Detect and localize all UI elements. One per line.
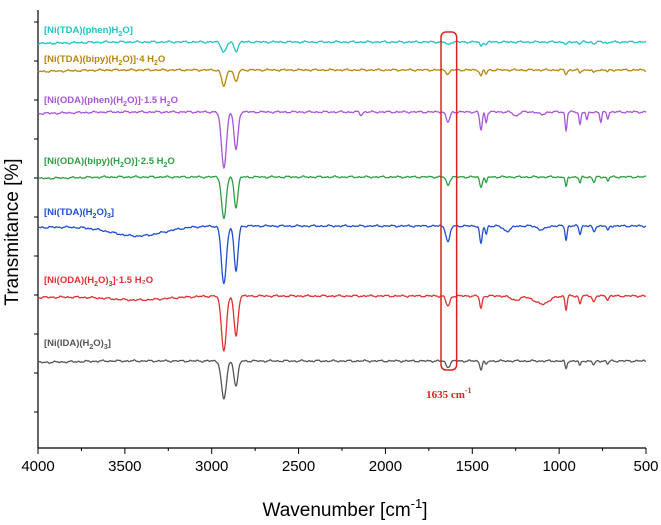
series-label-3: [Ni(ODA)(bipy)(H2O)]·2.5 H2O [44, 156, 175, 169]
annotation-label: 1635 cm-1 [426, 386, 471, 401]
x-tick-label: 4000 [21, 458, 54, 475]
series-label-1: [Ni(TDA)(bipy)(H2O)]·4 H2O [44, 54, 165, 67]
axes: 4000 3500 3000 2500 2000 1500 1000 500 [21, 10, 659, 475]
x-axis-title: Wavenumber [cm-1] [262, 496, 427, 521]
series-line-0 [37, 40, 647, 53]
annotation-layer: 1635 cm-1 [426, 31, 472, 401]
annotation-box [440, 31, 458, 371]
x-tick-label: 2000 [369, 458, 402, 475]
series-label-2: [Ni(ODA)(phen)(H2O)]·1.5 H2O [44, 95, 178, 108]
series-line-2 [37, 110, 647, 170]
x-tick-label: 500 [633, 458, 658, 475]
series-labels: [Ni(TDA)(phen)H2O] [Ni(TDA)(bipy)(H2O)]·4… [44, 25, 178, 351]
x-tick-label: 3000 [195, 458, 228, 475]
x-tick-label: 2500 [282, 458, 315, 475]
series-line-5 [38, 294, 647, 352]
x-tick-label: 3500 [108, 458, 141, 475]
series-line-1 [37, 68, 647, 88]
series-label-0: [Ni(TDA)(phen)H2O] [44, 25, 133, 38]
x-tick-label: 1000 [542, 458, 575, 475]
series-label-5: [Ni(ODA)(H2O)3]·1.5 H₂O [44, 275, 153, 288]
y-axis-title: Transmitance [%] [2, 158, 23, 305]
series-line-6 [38, 359, 647, 400]
series-label-6: [Ni(IDA)(H2O)3] [44, 338, 111, 351]
series-line-3 [37, 175, 647, 220]
x-tick-label: 1500 [456, 458, 489, 475]
series-line-4 [37, 224, 647, 285]
series-label-4: [Ni(TDA)(H2O)3] [44, 207, 114, 220]
series-layer [37, 40, 647, 400]
